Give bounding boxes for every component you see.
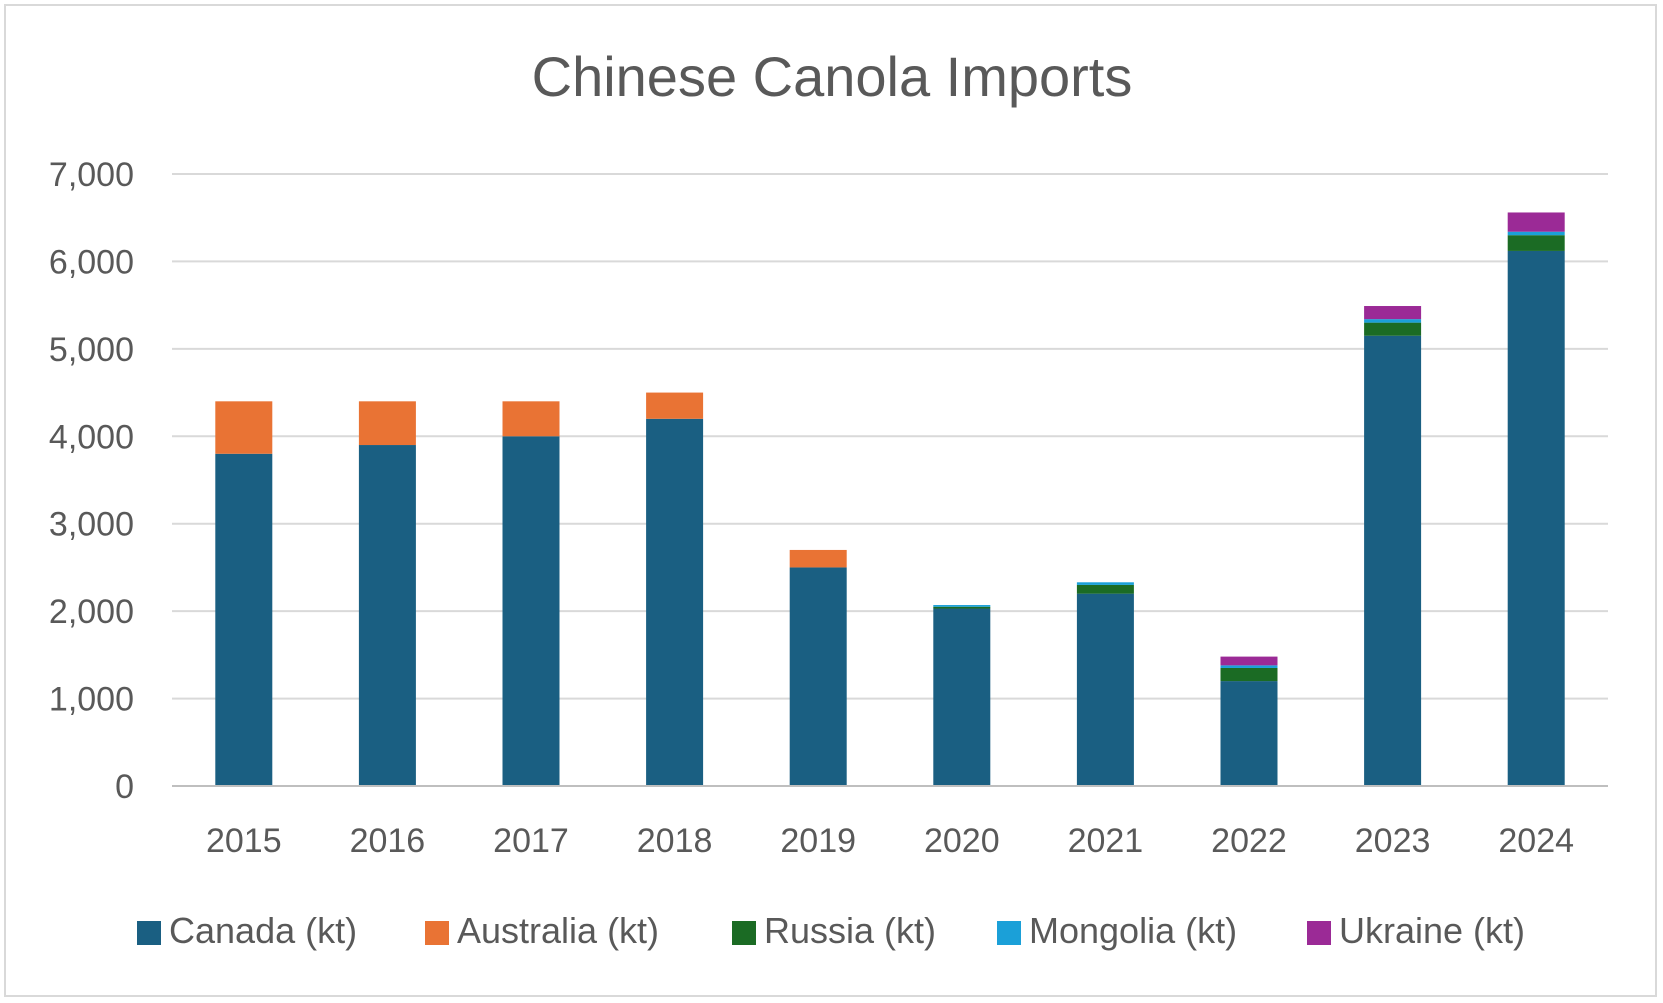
bar-2024-canada — [1508, 251, 1565, 786]
bar-2023-russia — [1364, 323, 1421, 336]
bar-2017-australia — [503, 401, 560, 436]
y-tick-label: 2,000 — [49, 593, 134, 631]
bar-2023-ukraine — [1364, 306, 1421, 319]
y-tick-label: 4,000 — [49, 418, 134, 456]
y-tick-label: 6,000 — [49, 243, 134, 281]
bars — [215, 212, 1564, 786]
x-tick-label: 2021 — [1068, 822, 1144, 860]
y-axis-ticks: 0 1,000 2,000 3,000 4,000 5,000 6,000 7,000 — [49, 156, 134, 806]
bar-2022-russia — [1221, 668, 1278, 681]
x-tick-label: 2016 — [350, 822, 426, 860]
y-tick-label: 3,000 — [49, 506, 134, 544]
y-tick-label: 1,000 — [49, 681, 134, 719]
bar-2023-mongolia — [1364, 319, 1421, 322]
x-tick-label: 2022 — [1211, 822, 1287, 860]
bar-2017-canada — [503, 436, 560, 786]
x-tick-label: 2023 — [1355, 822, 1431, 860]
bar-2016-australia — [359, 401, 416, 445]
bar-2021-mongolia — [1077, 582, 1134, 585]
legend-swatch-canada — [137, 921, 161, 945]
bar-2015-canada — [215, 454, 272, 786]
y-tick-label: 5,000 — [49, 331, 134, 369]
bar-2022-ukraine — [1221, 657, 1278, 666]
bar-2024-russia — [1508, 235, 1565, 251]
x-tick-label: 2018 — [637, 822, 713, 860]
bar-2018-australia — [646, 393, 703, 419]
legend-swatch-mongolia — [997, 921, 1021, 945]
chart-title: Chinese Canola Imports — [532, 45, 1133, 108]
bar-2024-ukraine — [1508, 212, 1565, 231]
legend-swatch-russia — [732, 921, 756, 945]
y-tick-label: 7,000 — [49, 156, 134, 194]
bar-2020-russia — [933, 607, 990, 609]
bar-2024-mongolia — [1508, 232, 1565, 235]
bar-2021-russia — [1077, 585, 1134, 594]
bar-2019-australia — [790, 550, 847, 567]
bar-2019-canada — [790, 567, 847, 786]
bar-2022-canada — [1221, 681, 1278, 786]
bar-2018-canada — [646, 419, 703, 786]
bar-2020-mongolia — [933, 605, 990, 607]
bar-2015-australia — [215, 401, 272, 453]
bar-2023-canada — [1364, 336, 1421, 786]
legend: Canada (kt) Australia (kt) Russia (kt) Mong… — [137, 910, 1525, 951]
bar-2020-canada — [933, 609, 990, 786]
legend-label: Australia (kt) — [457, 910, 659, 951]
legend-label: Mongolia (kt) — [1029, 910, 1237, 951]
x-tick-label: 2017 — [493, 822, 569, 860]
bar-2016-canada — [359, 445, 416, 786]
x-tick-label: 2015 — [206, 822, 282, 860]
x-axis-ticks: 2015 2016 2017 2018 2019 2020 2021 2022 2023 2024 — [206, 822, 1574, 860]
legend-label: Canada (kt) — [169, 910, 357, 951]
y-tick-label: 0 — [115, 768, 134, 806]
legend-label: Russia (kt) — [764, 910, 936, 951]
legend-label: Ukraine (kt) — [1339, 910, 1525, 951]
legend-swatch-australia — [425, 921, 449, 945]
bar-2022-mongolia — [1221, 665, 1278, 668]
bar-2021-canada — [1077, 594, 1134, 786]
x-tick-label: 2019 — [780, 822, 856, 860]
legend-swatch-ukraine — [1307, 921, 1331, 945]
x-tick-label: 2024 — [1498, 822, 1574, 860]
x-tick-label: 2020 — [924, 822, 1000, 860]
